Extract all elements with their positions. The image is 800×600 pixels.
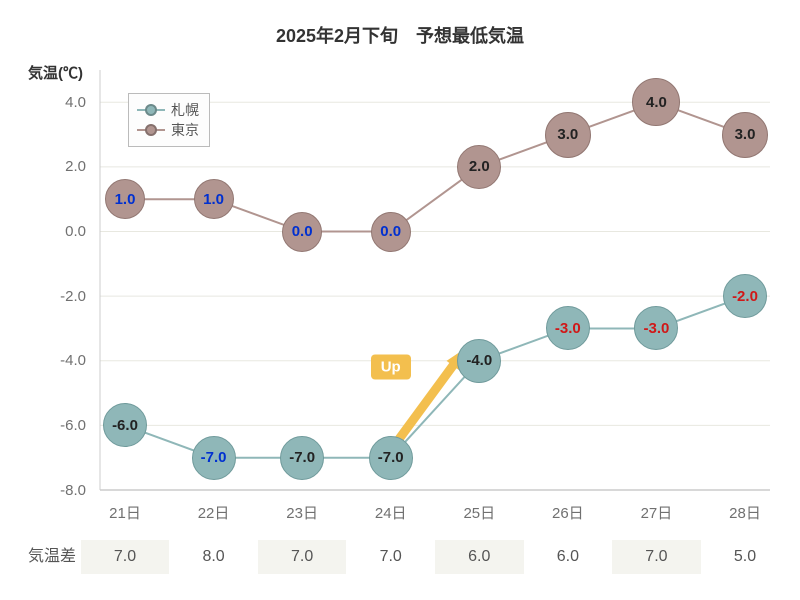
- legend-swatch: [137, 103, 165, 117]
- data-point: 3.0: [722, 112, 768, 158]
- legend-label: 札幌: [171, 100, 199, 120]
- legend-label: 東京: [171, 120, 199, 140]
- x-tick-label: 24日: [375, 502, 407, 523]
- diff-cell: 6.0: [435, 540, 524, 574]
- data-point: -7.0: [369, 436, 413, 480]
- data-point: 0.0: [371, 212, 411, 252]
- up-annotation-badge: Up: [371, 355, 411, 380]
- y-tick-label: 4.0: [0, 94, 86, 111]
- data-point-label: 1.0: [203, 191, 224, 208]
- data-point-label: -4.0: [466, 352, 492, 369]
- data-point: 3.0: [545, 112, 591, 158]
- chart-container: 2025年2月下旬 予想最低気温 気温(℃) 札幌 東京 Up -8.0-6.0…: [0, 0, 800, 600]
- data-point-label: 2.0: [469, 158, 490, 175]
- legend: 札幌 東京: [128, 93, 210, 147]
- legend-item: 札幌: [137, 100, 199, 120]
- y-tick-label: -6.0: [0, 417, 86, 434]
- diff-cell: 5.0: [701, 540, 790, 574]
- x-tick-label: 28日: [729, 502, 761, 523]
- temperature-diff-row: 気温差7.08.07.07.06.06.07.05.0: [0, 540, 800, 574]
- data-point: 2.0: [457, 145, 501, 189]
- y-tick-label: 0.0: [0, 223, 86, 240]
- x-tick-label: 23日: [286, 502, 318, 523]
- data-point: -2.0: [723, 274, 767, 318]
- up-annotation-text: Up: [381, 359, 401, 376]
- data-point: 1.0: [105, 179, 145, 219]
- legend-swatch: [137, 123, 165, 137]
- x-tick-label: 27日: [641, 502, 673, 523]
- data-point: -3.0: [634, 306, 678, 350]
- y-tick-label: -4.0: [0, 352, 86, 369]
- data-point-label: 4.0: [646, 94, 667, 111]
- diff-row-label: 気温差: [28, 540, 76, 574]
- diff-cell: 8.0: [169, 540, 258, 574]
- x-tick-label: 26日: [552, 502, 584, 523]
- data-point-label: -3.0: [555, 320, 581, 337]
- data-point-label: 0.0: [292, 223, 313, 240]
- y-tick-label: -2.0: [0, 288, 86, 305]
- diff-cell: 7.0: [258, 540, 347, 574]
- y-tick-label: 2.0: [0, 158, 86, 175]
- data-point-label: 0.0: [380, 223, 401, 240]
- x-tick-label: 22日: [198, 502, 230, 523]
- data-point: -7.0: [280, 436, 324, 480]
- diff-cell: 7.0: [612, 540, 701, 574]
- data-point: -4.0: [457, 339, 501, 383]
- data-point-label: 3.0: [735, 126, 756, 143]
- data-point: 0.0: [282, 212, 322, 252]
- diff-cell: 6.0: [524, 540, 613, 574]
- x-tick-label: 21日: [109, 502, 141, 523]
- data-point-label: -7.0: [289, 449, 315, 466]
- y-tick-label: -8.0: [0, 482, 86, 499]
- diff-cell: 7.0: [81, 540, 170, 574]
- data-point: -6.0: [103, 403, 147, 447]
- data-point-label: -7.0: [201, 449, 227, 466]
- data-point: 4.0: [632, 78, 680, 126]
- data-point: -3.0: [546, 306, 590, 350]
- data-point-label: -7.0: [378, 449, 404, 466]
- data-point-label: 1.0: [115, 191, 136, 208]
- data-point-label: -6.0: [112, 417, 138, 434]
- data-point: -7.0: [192, 436, 236, 480]
- legend-item: 東京: [137, 120, 199, 140]
- data-point-label: -3.0: [643, 320, 669, 337]
- data-point: 1.0: [194, 179, 234, 219]
- diff-cell: 7.0: [346, 540, 435, 574]
- data-point-label: 3.0: [557, 126, 578, 143]
- x-tick-label: 25日: [463, 502, 495, 523]
- data-point-label: -2.0: [732, 288, 758, 305]
